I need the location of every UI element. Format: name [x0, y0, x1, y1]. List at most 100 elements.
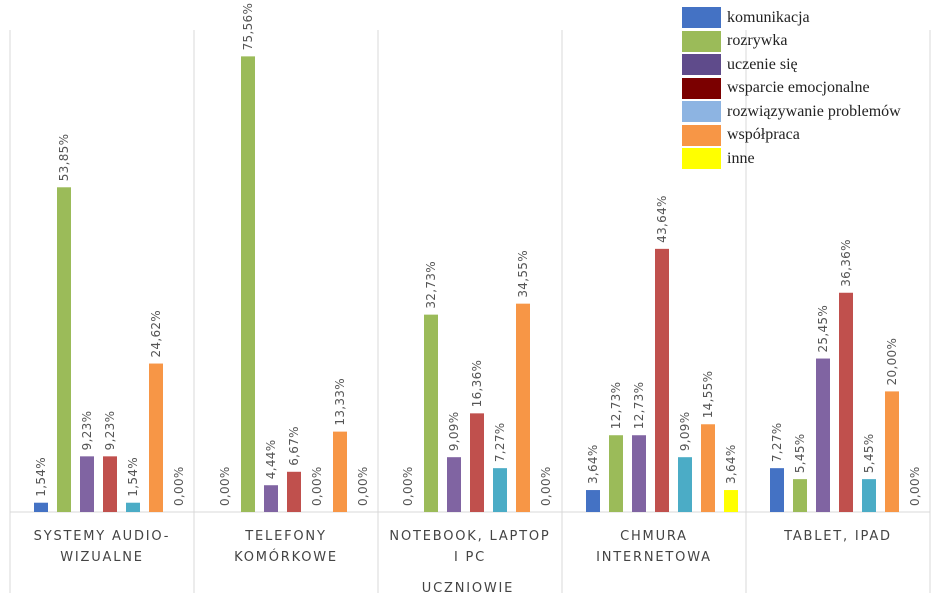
- data-labels-layer: 1,54% 53,85% 9,23% 9,23% 1,54% 24,62% 0,00% 75,…: [34, 3, 922, 506]
- data-label: 43,64%: [655, 195, 669, 243]
- data-label: 36,36%: [839, 239, 853, 287]
- category-label: TELEFONY: [244, 529, 326, 544]
- category-label: CHMURA: [620, 529, 688, 544]
- legend-label: inne: [727, 149, 755, 167]
- category-separators: [9, 30, 931, 593]
- data-label: 5,45%: [862, 434, 876, 474]
- legend-item: uczenie się: [682, 53, 932, 77]
- bar-rozwiązywanie-problemów: [678, 457, 692, 512]
- bar-rozrywka: [57, 187, 71, 513]
- category-labels-layer: SYSTEMY AUDIO- WIZUALNE TELEFONY KOMÓRKOWE N…: [34, 529, 892, 565]
- legend-swatch: [682, 30, 721, 52]
- data-label: 0,00%: [356, 466, 370, 506]
- bar-rozwiązywanie-problemów: [126, 502, 140, 512]
- bar-komunikacja: [34, 502, 48, 512]
- category-label: INTERNETOWA: [596, 550, 712, 565]
- legend-swatch: [682, 124, 721, 146]
- bar-współpraca: [516, 303, 530, 512]
- data-label: 4,44%: [264, 440, 278, 480]
- bar-wsparcie-emocjonalne: [839, 292, 853, 512]
- category-label: WIZUALNE: [60, 550, 144, 565]
- legend-label: współpraca: [727, 126, 800, 144]
- bar-rozrywka: [424, 314, 438, 512]
- data-label: 25,45%: [816, 305, 830, 353]
- data-label: 14,55%: [701, 371, 715, 419]
- data-label: 7,27%: [770, 423, 784, 463]
- data-label: 0,00%: [218, 466, 232, 506]
- bar-współpraca: [333, 431, 347, 512]
- bar-współpraca: [149, 363, 163, 512]
- data-label: 12,73%: [632, 382, 646, 430]
- data-label: 1,54%: [126, 457, 140, 497]
- category-label: SYSTEMY AUDIO-: [34, 529, 171, 544]
- legend-label: rozrywka: [727, 32, 788, 50]
- bar-uczenie-się: [264, 485, 278, 512]
- data-label: 20,00%: [885, 338, 899, 386]
- legend-swatch: [682, 101, 721, 123]
- legend-item: komunikacja: [682, 6, 932, 30]
- legend-swatch: [682, 54, 721, 76]
- legend-swatch: [682, 7, 721, 29]
- bar-rozrywka: [241, 56, 255, 512]
- data-label: 32,73%: [424, 261, 438, 309]
- data-label: 7,27%: [493, 423, 507, 463]
- bars-layer: [34, 56, 899, 513]
- data-label: 5,45%: [793, 434, 807, 474]
- data-label: 9,23%: [103, 411, 117, 451]
- bar-rozrywka: [793, 479, 807, 512]
- bar-uczenie-się: [632, 435, 646, 512]
- bar-komunikacja: [586, 490, 600, 512]
- legend-label: rozwiązywanie problemów: [727, 102, 901, 120]
- data-label: 0,00%: [172, 466, 186, 506]
- data-label: 9,09%: [447, 412, 461, 452]
- bar-rozwiązywanie-problemów: [493, 468, 507, 512]
- data-label: 75,56%: [241, 3, 255, 51]
- legend-item: wsparcie emocjonalne: [682, 77, 932, 101]
- legend: komunikacja rozrywka uczenie się wsparcie e…: [682, 6, 932, 171]
- data-label: 1,54%: [34, 457, 48, 497]
- bar-wsparcie-emocjonalne: [287, 471, 301, 512]
- data-label: 9,09%: [678, 412, 692, 452]
- bar-inne: [724, 490, 738, 512]
- data-label: 0,00%: [539, 466, 553, 506]
- legend-item: współpraca: [682, 124, 932, 148]
- legend-label: komunikacja: [727, 8, 810, 26]
- bar-wsparcie-emocjonalne: [655, 248, 669, 512]
- data-label: 0,00%: [908, 466, 922, 506]
- data-label: 16,36%: [470, 360, 484, 408]
- legend-item: rozwiązywanie problemów: [682, 100, 932, 124]
- bar-współpraca: [885, 391, 899, 512]
- bar-rozrywka: [609, 435, 623, 512]
- bar-uczenie-się: [80, 456, 94, 512]
- data-label: 24,62%: [149, 310, 163, 358]
- category-label: TABLET, IPAD: [783, 529, 892, 544]
- category-label: KOMÓRKOWE: [234, 549, 338, 565]
- data-label: 12,73%: [609, 382, 623, 430]
- data-label: 6,67%: [287, 426, 301, 466]
- legend-swatch: [682, 77, 721, 99]
- bar-uczenie-się: [816, 358, 830, 512]
- data-label: 3,64%: [724, 444, 738, 484]
- bar-komunikacja: [770, 468, 784, 512]
- data-label: 3,64%: [586, 444, 600, 484]
- legend-item: rozrywka: [682, 30, 932, 54]
- bar-uczenie-się: [447, 457, 461, 512]
- category-label: NOTEBOOK, LAPTOP: [389, 529, 550, 544]
- data-label: 0,00%: [310, 466, 324, 506]
- bar-rozwiązywanie-problemów: [862, 479, 876, 512]
- legend-label: wsparcie emocjonalne: [727, 79, 870, 97]
- legend-label: uczenie się: [727, 55, 798, 73]
- data-label: 9,23%: [80, 411, 94, 451]
- legend-swatch: [682, 148, 721, 170]
- data-label: 0,00%: [401, 466, 415, 506]
- legend-item: inne: [682, 147, 932, 171]
- data-label: 34,55%: [516, 250, 530, 298]
- data-label: 53,85%: [57, 134, 71, 182]
- x-axis-title: UCZNIOWIE: [422, 581, 514, 593]
- bar-wsparcie-emocjonalne: [103, 456, 117, 512]
- data-label: 13,33%: [333, 378, 347, 426]
- category-label: I PC: [454, 550, 486, 565]
- bar-współpraca: [701, 424, 715, 512]
- bar-wsparcie-emocjonalne: [470, 413, 484, 512]
